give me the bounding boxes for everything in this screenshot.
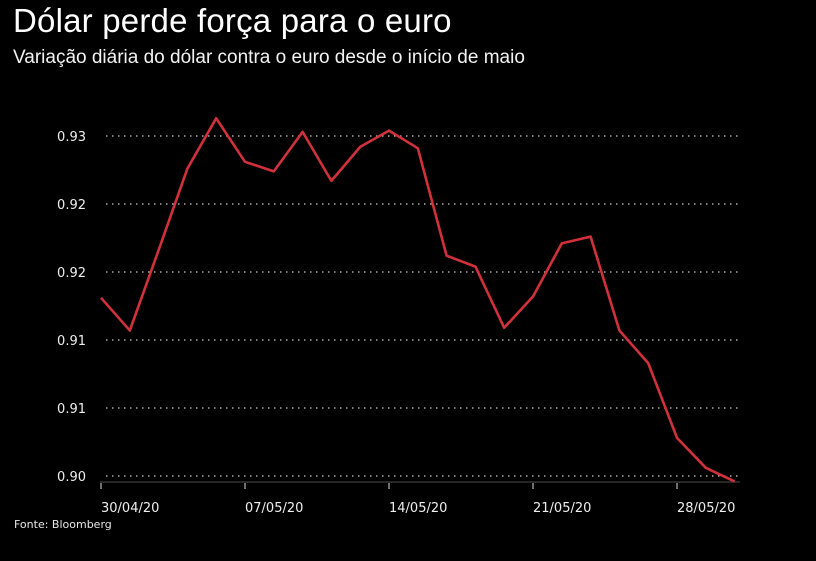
source-note: Fonte: Bloomberg: [14, 518, 112, 531]
y-tick-label: 0.92: [57, 266, 86, 281]
y-tick-label: 0.90: [57, 470, 86, 485]
chart-subtitle: Variação diária do dólar contra o euro d…: [13, 47, 525, 68]
x-tick-label: 07/05/20: [245, 501, 303, 516]
y-tick-label: 0.93: [57, 130, 86, 145]
y-tick-label: 0.92: [57, 198, 86, 213]
x-tick-label: 28/05/20: [677, 501, 735, 516]
x-tick-label: 30/04/20: [101, 501, 159, 516]
y-tick-label: 0.91: [57, 334, 86, 349]
chart-title: Dólar perde força para o euro: [13, 2, 452, 39]
series-line: [100, 117, 736, 483]
x-tick-label: 14/05/20: [389, 501, 447, 516]
y-tick-label: 0.91: [57, 402, 86, 417]
x-tick-label: 21/05/20: [533, 501, 591, 516]
